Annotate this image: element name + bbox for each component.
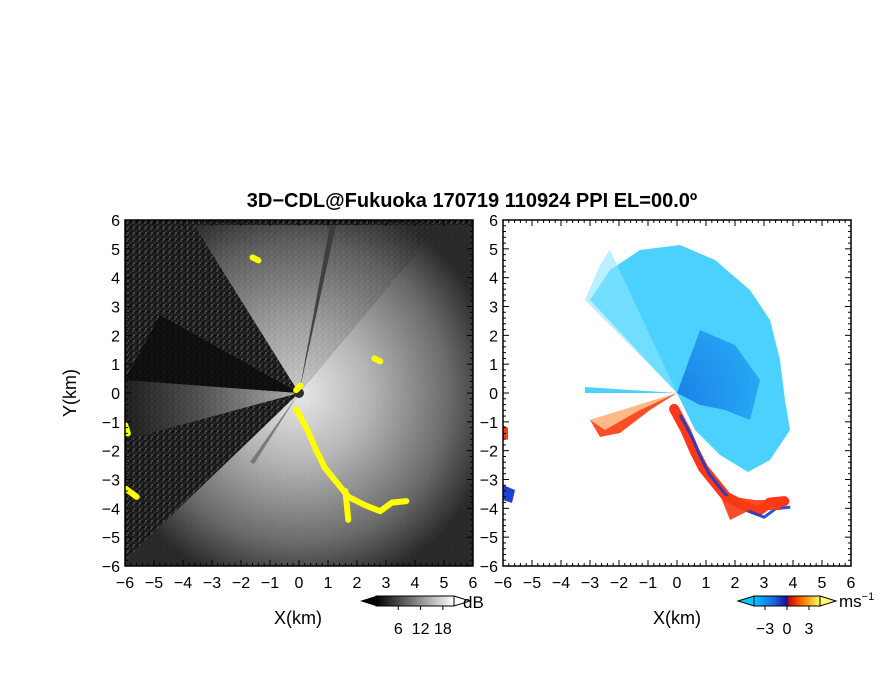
left-y-tick-label: −4 — [102, 501, 120, 518]
reflectivity-colorbar: 6 12 18 dB — [360, 593, 484, 638]
right-x-axis-label: X(km) — [653, 608, 701, 628]
right-y-tick-label: 1 — [489, 357, 498, 374]
left-x-tick-label: 6 — [469, 575, 478, 592]
left-y-tick-label: −5 — [102, 530, 120, 547]
left-x-tick-label: 1 — [324, 575, 333, 592]
figure-title: 3D−CDL@Fukuoka 170719 110924 PPI EL=00.0… — [247, 190, 697, 212]
blocked-sector — [125, 315, 299, 393]
left-y-tick-label: 6 — [111, 213, 120, 230]
right-y-tick-label: −1 — [480, 415, 498, 432]
radial-streak — [299, 225, 336, 393]
left-y-axis-label: Y(km) — [60, 369, 80, 417]
left-y-tick-label: 1 — [111, 357, 120, 374]
right-x-tick-label: −2 — [610, 575, 628, 592]
left-x-tick-label: −2 — [232, 575, 250, 592]
left-y-tick-label: 4 — [111, 271, 120, 288]
left-x-tick-label: 0 — [295, 575, 304, 592]
left-y-tick-label: 0 — [111, 386, 120, 403]
right-x-tick-label: −4 — [552, 575, 570, 592]
right-x-tick-label: 4 — [789, 575, 798, 592]
left-x-tick-label: −4 — [174, 575, 192, 592]
left-y-tick-label: 5 — [111, 242, 120, 259]
right-y-tick-label: 4 — [489, 271, 498, 288]
colorbar-tick-label: −3 — [756, 621, 774, 638]
right-y-tick-label: −2 — [480, 444, 498, 461]
right-y-tick-label: 0 — [489, 386, 498, 403]
echo-sector-west — [125, 380, 299, 440]
right-x-tick-label: −5 — [523, 575, 541, 592]
left-x-axis-label: X(km) — [274, 608, 322, 628]
overlay-echo — [293, 405, 410, 515]
left-y-tick-label: 3 — [111, 300, 120, 317]
right-y-tick-label: 6 — [489, 213, 498, 230]
reflectivity-panel: −6 −5 −4 −3 −2 −1 0 1 2 3 4 5 6 6 5 4 3 2 1 0 −1 −2 −3 −4 −5 −6 X… — [60, 213, 478, 628]
right-x-tick-label: 6 — [847, 575, 856, 592]
left-x-tick-label: 5 — [440, 575, 449, 592]
colorbar-tick-label: 18 — [434, 621, 452, 638]
approach-streak — [585, 387, 677, 393]
right-x-tick-label: 5 — [818, 575, 827, 592]
overlay-echo — [249, 254, 262, 264]
recede-region-south — [720, 495, 785, 520]
right-x-tick-label: −1 — [639, 575, 657, 592]
approach-core — [677, 330, 760, 420]
velocity-colorbar: −3 0 3 ms−1 — [736, 591, 874, 638]
left-x-tick-label: 3 — [382, 575, 391, 592]
right-y-tick-label: −3 — [480, 473, 498, 490]
colorbar-tick-label: 6 — [394, 621, 403, 638]
right-y-tick-label: −6 — [480, 559, 498, 576]
left-x-tick-label: 2 — [353, 575, 362, 592]
approach-fringe — [585, 250, 677, 393]
right-y-tick-label: 2 — [489, 328, 498, 345]
colorbar-tick-label: 0 — [783, 621, 792, 638]
right-y-tick-label: 3 — [489, 300, 498, 317]
colorbar-tick-label: 3 — [805, 621, 814, 638]
left-y-tick-label: −3 — [102, 473, 120, 490]
yellow-overlay-layer — [125, 254, 410, 523]
left-y-tick-label: −2 — [102, 444, 120, 461]
radial-streak — [250, 393, 299, 464]
overlay-echo — [125, 485, 140, 500]
right-x-tick-label: −3 — [581, 575, 599, 592]
right-x-tick-label: 3 — [760, 575, 769, 592]
approach-ridge-edge — [678, 414, 791, 519]
right-x-tick-label: 1 — [702, 575, 711, 592]
overlay-echo — [342, 488, 352, 523]
reflectivity-unit: dB — [463, 593, 484, 612]
right-y-tick-label: −5 — [480, 530, 498, 547]
overlay-echo — [293, 382, 304, 394]
velocity-panel: −6 −5 −4 −3 −2 −1 0 1 2 3 4 5 6 6 5 4 3 2 1 0 −1 −2 −3 −4 −5 −6 X… — [480, 213, 856, 628]
left-x-tick-label: −1 — [261, 575, 279, 592]
colorbar-tick-label: 12 — [412, 621, 430, 638]
edge-echo — [503, 425, 508, 440]
left-x-tick-label: −6 — [116, 575, 134, 592]
overlay-echo — [371, 355, 384, 365]
right-y-tick-label: 5 — [489, 242, 498, 259]
left-x-tick-label: 4 — [411, 575, 420, 592]
left-y-tick-label: −6 — [102, 559, 120, 576]
right-x-tick-label: 2 — [731, 575, 740, 592]
right-x-tick-label: 0 — [673, 575, 682, 592]
recede-fringe-west — [590, 393, 677, 430]
right-y-tick-label: −4 — [480, 501, 498, 518]
left-y-tick-label: 2 — [111, 328, 120, 345]
left-x-tick-label: −5 — [145, 575, 163, 592]
left-y-tick-label: −1 — [102, 415, 120, 432]
left-x-tick-label: −3 — [203, 575, 221, 592]
edge-echo — [503, 485, 515, 503]
right-x-tick-label: −6 — [494, 575, 512, 592]
velocity-unit: ms−1 — [839, 591, 874, 611]
